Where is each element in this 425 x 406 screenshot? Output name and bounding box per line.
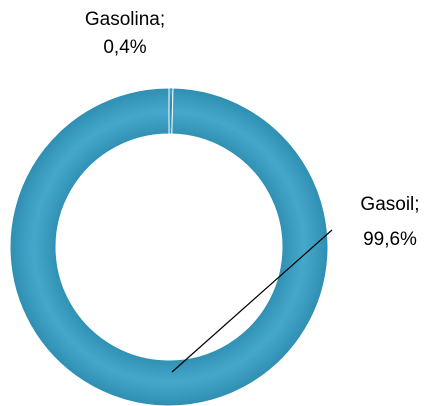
category-label: Gasoil; [360, 194, 419, 215]
leader-line [171, 229, 333, 373]
value-label: 0,4% [103, 37, 146, 58]
donut-slice [9, 87, 329, 406]
category-label: Gasolina; [85, 9, 165, 30]
slices [9, 87, 329, 406]
value-label: 99,6% [363, 229, 417, 250]
